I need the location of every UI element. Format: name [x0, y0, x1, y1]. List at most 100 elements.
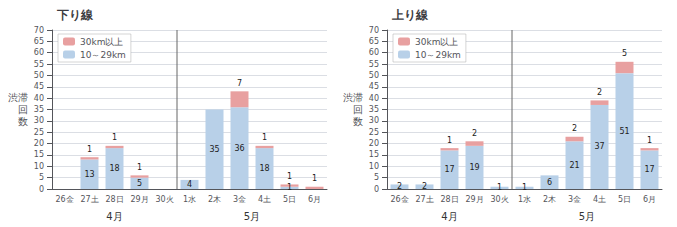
svg-text:55: 55 — [34, 60, 44, 69]
svg-text:28日: 28日 — [440, 195, 458, 204]
svg-text:25: 25 — [34, 128, 44, 137]
svg-text:29月: 29月 — [130, 195, 148, 204]
svg-text:1: 1 — [112, 133, 117, 142]
svg-text:5: 5 — [137, 179, 142, 188]
svg-text:30: 30 — [34, 116, 44, 125]
svg-text:0: 0 — [374, 185, 379, 194]
svg-text:渋滞: 渋滞 — [8, 92, 28, 103]
svg-text:数: 数 — [18, 116, 28, 127]
svg-text:18: 18 — [259, 164, 269, 173]
svg-text:27土: 27土 — [415, 195, 433, 204]
svg-text:回: 回 — [353, 104, 363, 115]
svg-text:25: 25 — [369, 128, 379, 137]
svg-text:27土: 27土 — [80, 195, 98, 204]
svg-text:10～29km: 10～29km — [80, 50, 126, 60]
svg-text:2: 2 — [397, 182, 402, 191]
svg-text:7: 7 — [237, 79, 242, 88]
svg-text:1: 1 — [522, 183, 527, 192]
svg-text:2: 2 — [597, 88, 602, 97]
svg-text:19: 19 — [469, 163, 479, 172]
svg-text:28日: 28日 — [105, 195, 123, 204]
svg-text:26金: 26金 — [55, 195, 73, 204]
svg-text:数: 数 — [353, 116, 363, 127]
svg-text:45: 45 — [34, 82, 44, 91]
svg-text:1: 1 — [447, 136, 452, 145]
svg-text:2木: 2木 — [543, 195, 556, 204]
svg-text:4: 4 — [187, 180, 192, 189]
svg-text:29月: 29月 — [465, 195, 483, 204]
svg-text:5日: 5日 — [618, 195, 631, 204]
svg-text:1: 1 — [262, 133, 267, 142]
svg-text:4月: 4月 — [441, 211, 457, 222]
svg-text:1: 1 — [287, 183, 292, 192]
svg-text:1水: 1水 — [183, 195, 196, 204]
svg-text:30km以上: 30km以上 — [415, 37, 458, 47]
svg-text:45: 45 — [369, 82, 379, 91]
svg-text:4月: 4月 — [106, 211, 122, 222]
svg-text:1水: 1水 — [518, 195, 531, 204]
svg-text:30km以上: 30km以上 — [80, 37, 123, 47]
svg-text:30火: 30火 — [490, 195, 508, 204]
svg-text:2: 2 — [422, 182, 427, 191]
svg-text:18: 18 — [109, 164, 119, 173]
svg-text:1: 1 — [647, 136, 652, 145]
svg-text:10: 10 — [369, 162, 379, 171]
svg-text:10～29km: 10～29km — [415, 50, 461, 60]
svg-text:35: 35 — [369, 105, 379, 114]
svg-text:1: 1 — [312, 174, 317, 183]
svg-text:2: 2 — [472, 129, 477, 138]
svg-text:0: 0 — [39, 185, 44, 194]
svg-text:2木: 2木 — [208, 195, 221, 204]
svg-text:35: 35 — [209, 145, 219, 154]
svg-text:36: 36 — [234, 144, 244, 153]
svg-text:20: 20 — [34, 139, 44, 148]
svg-text:3金: 3金 — [233, 195, 246, 204]
svg-text:2: 2 — [572, 124, 577, 133]
svg-text:5日: 5日 — [283, 195, 296, 204]
svg-text:50: 50 — [369, 71, 379, 80]
svg-text:65: 65 — [34, 37, 44, 46]
svg-text:20: 20 — [369, 139, 379, 148]
svg-text:70: 70 — [34, 26, 44, 35]
svg-text:50: 50 — [34, 71, 44, 80]
svg-text:1: 1 — [497, 183, 502, 192]
svg-text:15: 15 — [369, 150, 379, 159]
svg-text:40: 40 — [369, 94, 379, 103]
svg-text:4土: 4土 — [258, 195, 271, 204]
svg-text:17: 17 — [644, 165, 654, 174]
svg-text:6月: 6月 — [308, 195, 321, 204]
svg-text:5月: 5月 — [579, 211, 595, 222]
svg-text:65: 65 — [369, 37, 379, 46]
svg-text:5: 5 — [374, 173, 379, 182]
svg-text:37: 37 — [594, 142, 604, 151]
svg-text:上り線: 上り線 — [391, 8, 429, 22]
svg-text:6: 6 — [547, 178, 552, 187]
svg-text:21: 21 — [569, 161, 579, 170]
svg-text:下り線: 下り線 — [56, 8, 94, 22]
svg-text:30: 30 — [369, 116, 379, 125]
svg-text:1: 1 — [137, 163, 142, 172]
svg-text:6月: 6月 — [643, 195, 656, 204]
svg-text:回: 回 — [18, 104, 28, 115]
svg-text:15: 15 — [34, 150, 44, 159]
svg-text:51: 51 — [619, 127, 629, 136]
svg-text:40: 40 — [34, 94, 44, 103]
svg-text:60: 60 — [34, 48, 44, 57]
svg-text:30火: 30火 — [155, 195, 173, 204]
svg-text:60: 60 — [369, 48, 379, 57]
svg-text:35: 35 — [34, 105, 44, 114]
svg-text:55: 55 — [369, 60, 379, 69]
svg-text:13: 13 — [84, 170, 94, 179]
svg-text:5: 5 — [39, 173, 44, 182]
svg-text:3金: 3金 — [568, 195, 581, 204]
svg-text:4土: 4土 — [593, 195, 606, 204]
svg-text:10: 10 — [34, 162, 44, 171]
svg-text:渋滞: 渋滞 — [343, 92, 363, 103]
svg-text:17: 17 — [444, 165, 454, 174]
svg-text:5月: 5月 — [244, 211, 260, 222]
svg-text:1: 1 — [287, 172, 292, 181]
svg-text:5: 5 — [622, 49, 627, 58]
svg-text:26金: 26金 — [390, 195, 408, 204]
svg-text:1: 1 — [87, 145, 92, 154]
svg-text:70: 70 — [369, 26, 379, 35]
